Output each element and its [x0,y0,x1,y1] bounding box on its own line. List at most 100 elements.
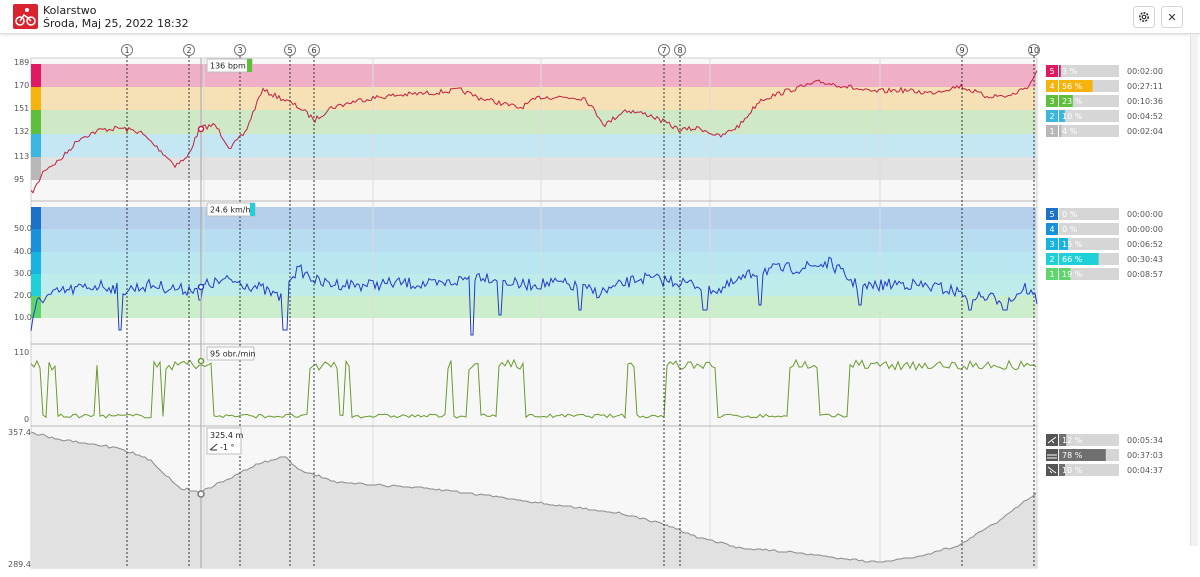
elevation-tooltip-slope: -1 ° [220,443,235,452]
hr-zone-number: 3 [1049,97,1054,106]
elevation-zone-bar-track [1059,464,1119,476]
lap-marker-label: 8 [677,46,682,55]
lap-marker-label: 2 [186,46,191,55]
hr-zone-indicator [31,110,41,134]
elevation-tooltip-value: 325.4 m [210,431,243,440]
speed-zone-swatch [1046,223,1058,235]
hr-tooltip: 136 bpm [206,58,253,73]
speed-zone-bar-fill [1059,238,1068,250]
lap-marker-6[interactable]: 6 [308,44,320,56]
lap-marker-8[interactable]: 8 [674,44,686,56]
hr-zone-bar-fill [1059,80,1093,92]
speed-zone-band [39,296,1036,318]
speed-zone-percent: 15 % [1062,240,1083,249]
elevation-zone-time: 00:04:37 [1127,466,1163,475]
hr-zone-number: 5 [1049,67,1054,76]
hr-zone-band [39,64,1036,87]
hr-zone-time: 00:10:36 [1127,97,1163,106]
speed-cursor-dot [197,283,205,291]
hr-zone-row: 2 10 % 00:04:52 [1046,110,1163,122]
cadence-axis-tick: 0 [24,415,29,424]
scrollbar[interactable] [1190,36,1198,546]
hr-zone-row: 1 4 % 00:02:04 [1046,125,1163,137]
speed-tooltip: 24.6 km/h [206,202,256,217]
lap-marker-10[interactable]: 10 [1028,44,1040,56]
speed-zone-number: 4 [1049,225,1054,234]
elevation-axis-tick: 357.4 [8,428,31,437]
lap-marker-5[interactable]: 5 [284,44,296,56]
speed-zone-swatch [1046,208,1058,220]
hr-zone-bar-track [1059,65,1119,77]
speed-zone-bar-track [1059,268,1119,280]
hr-zone-percent: 3 % [1062,67,1078,76]
speed-zone-bar-track [1059,223,1119,235]
lap-marker-9[interactable]: 9 [956,44,968,56]
cadence-axis-tick: 110 [14,348,29,357]
hr-axis-tick: 132 [14,127,29,136]
hr-zone-row: 5 3 % 00:02:00 [1046,65,1163,77]
lap-marker-7[interactable]: 7 [658,44,670,56]
hr-zone-swatch [1046,80,1058,92]
speed-zone-time: 00:00:00 [1127,210,1163,219]
lap-marker-1[interactable]: 1 [121,44,133,56]
speed-zone-number: 3 [1049,240,1054,249]
speed-zone-swatch [1046,268,1058,280]
speed-zone-percent: 66 % [1062,255,1083,264]
speed-zone-number: 5 [1049,210,1054,219]
hr-zone-percent: 56 % [1062,82,1083,91]
lap-marker-label: 9 [959,46,964,55]
lap-marker-label: 3 [237,46,242,55]
elevation-cursor-dot [197,490,205,498]
elevation-zone-bar-track [1059,434,1119,446]
speed-zone-percent: 0 % [1062,225,1078,234]
lap-marker-label: 6 [311,46,316,55]
speed-zone-bar-fill [1059,268,1071,280]
speed-zone-indicator [31,229,41,252]
speed-zone-swatch [1046,238,1058,250]
lap-marker-label: 7 [661,46,666,55]
speed-axis-tick: 30.0 [14,269,32,278]
elevation-tooltip: 325.4 m -1 ° [206,427,243,455]
hr-zone-bar-fill [1059,65,1061,77]
hr-zone-band [39,110,1036,134]
slope-icon [209,443,218,451]
elevation-axis-tick: 289.4 [8,560,31,569]
settings-button[interactable] [1133,6,1155,28]
hr-zone-swatch [1046,95,1058,107]
hr-zone-bar-track [1059,110,1119,122]
hr-axis-tick: 95 [14,175,24,184]
hr-zone-row: 3 23 % 00:10:36 [1046,95,1163,107]
app-title: Kolarstwo [43,4,97,17]
uphill-icon-glyph [1047,436,1057,444]
header: Kolarstwo Środa, Maj 25, 2022 18:32 ✕ [0,0,1200,34]
elevation-zone-percent: 12 % [1062,436,1083,445]
speed-zone-row: 1 19 % 00:08:57 [1046,268,1163,280]
activity-date: Środa, Maj 25, 2022 18:32 [43,17,189,30]
cadence-line [30,358,1037,420]
speed-zone-time: 00:06:52 [1127,240,1163,249]
downhill-icon-glyph [1047,466,1057,474]
cadence-tooltip-value: 95 obr./min [210,350,256,359]
hr-zone-row: 4 56 % 00:27:11 [1046,80,1163,92]
hr-zone-indicator [31,64,41,87]
hr-zone-indicator [31,134,41,157]
close-button[interactable]: ✕ [1161,6,1183,28]
hr-zone-band [39,134,1036,157]
hr-zone-bar-fill [1059,125,1062,137]
elevation-zone-time: 00:05:34 [1127,436,1163,445]
speed-zone-number: 2 [1049,255,1054,264]
lap-marker-label: 10 [1029,46,1039,55]
hr-zone-percent: 10 % [1062,112,1083,121]
hr-tooltip-value: 136 bpm [210,62,246,71]
speed-axis-tick: 50.0 [14,224,32,233]
speed-zone-band [39,252,1036,274]
hr-zone-time: 00:02:00 [1127,67,1163,76]
speed-axis-tick: 20.0 [14,291,32,300]
lap-marker-2[interactable]: 2 [183,44,195,56]
hr-axis-tick: 113 [14,152,29,161]
lap-marker-3[interactable]: 3 [234,44,246,56]
hr-zone-swatch [1046,65,1058,77]
elevation-zone-percent: 10 % [1062,466,1083,475]
hr-zone-bar-fill [1059,110,1065,122]
